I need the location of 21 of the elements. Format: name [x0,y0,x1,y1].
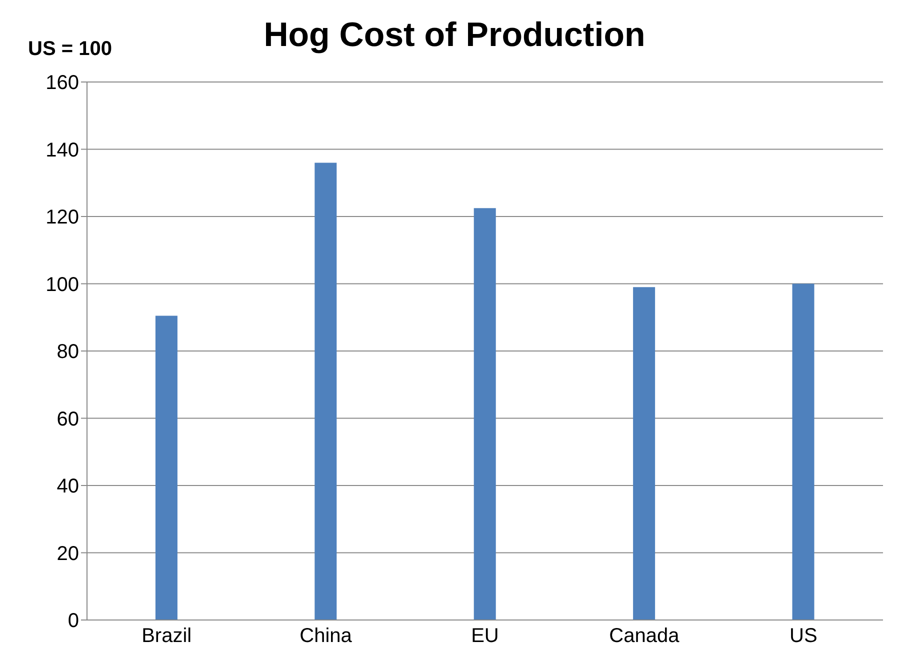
y-tick-label: 40 [56,476,79,498]
y-tick-label: 60 [56,408,79,430]
x-tick-label: Brazil [142,625,192,648]
y-tick-label: 100 [46,274,79,296]
y-tick-label: 120 [46,206,79,229]
x-tick-label: Canada [609,625,680,648]
y-tick-label: 160 [46,72,79,94]
bar [792,284,814,620]
bar [474,208,496,620]
y-axis-title: US = 100 [28,38,112,61]
bar [155,316,178,620]
y-tick-label: 140 [46,139,79,162]
y-tick-label: 80 [56,341,79,364]
y-tick-label: 0 [68,610,79,632]
bar [633,287,656,620]
x-tick-label: EU [471,625,499,648]
chart-title: Hog Cost of Production [264,16,646,54]
bar [314,162,337,620]
x-tick-label: China [300,625,353,648]
x-tick-label: US [790,625,818,648]
y-tick-label: 20 [56,542,79,565]
